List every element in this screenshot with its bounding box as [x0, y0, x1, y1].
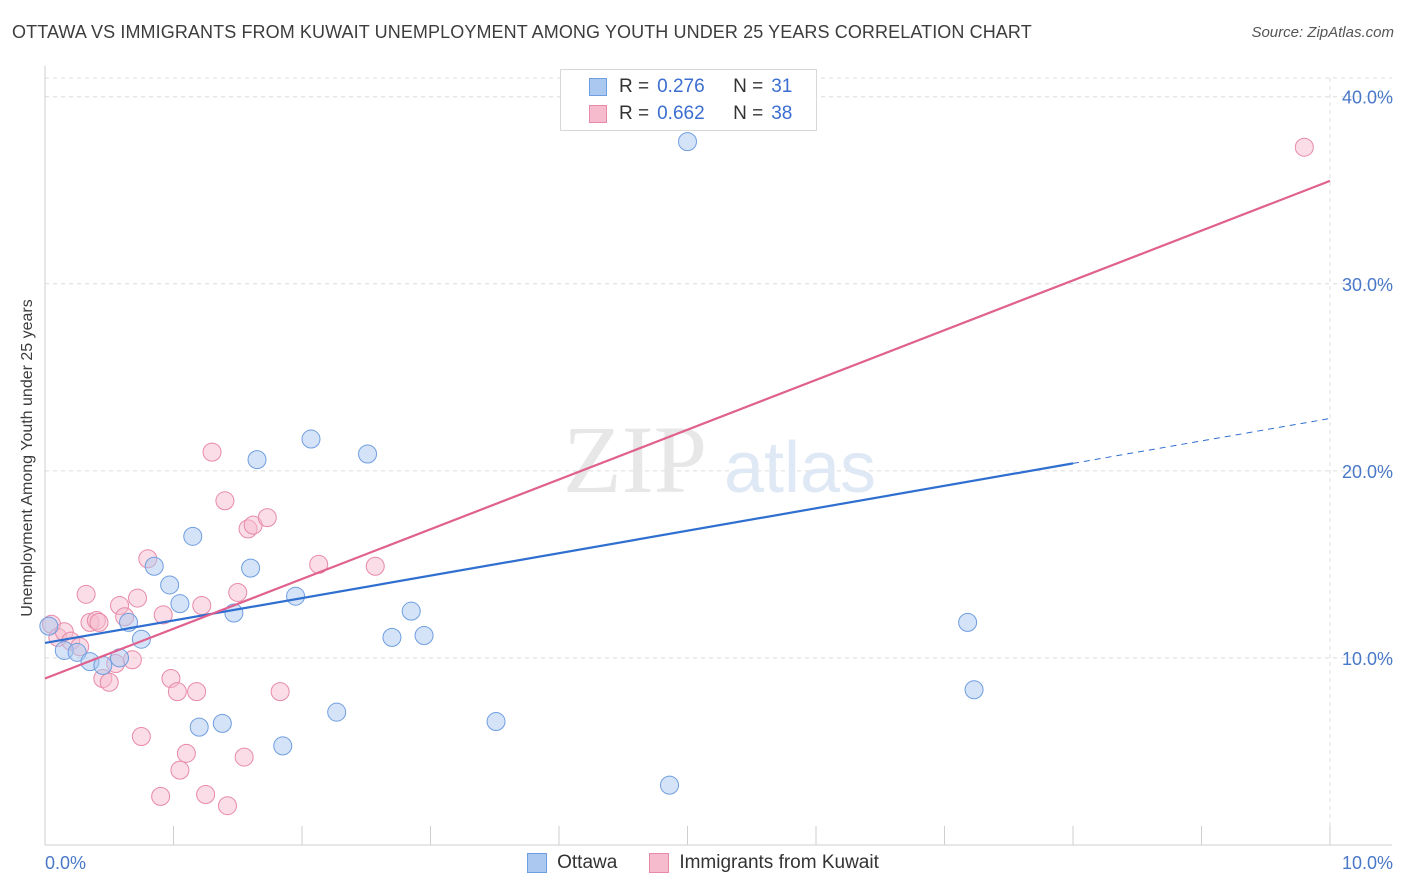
trend-lines [44, 179, 1331, 680]
chart-title: OTTAWA VS IMMIGRANTS FROM KUWAIT UNEMPLO… [12, 22, 1032, 42]
x-tick-label: 0.0% [45, 853, 86, 873]
kuwait-point [131, 726, 151, 746]
ottawa-point [144, 556, 164, 576]
bottom-legend-kuwait[interactable]: Immigrants from Kuwait [649, 852, 879, 874]
kuwait-point [202, 442, 222, 462]
y-tick-label: 30.0% [1342, 275, 1393, 295]
ottawa-point [170, 594, 190, 614]
ottawa-point [39, 616, 59, 636]
ottawa-point [241, 558, 261, 578]
bottom-legend-swatch-ottawa [527, 853, 548, 873]
kuwait-point [234, 747, 254, 767]
ottawa-point [273, 736, 293, 756]
watermark-zip: ZIP [563, 406, 707, 513]
kuwait-point [99, 672, 119, 692]
ottawa-point [958, 612, 978, 632]
ottawa-point [382, 627, 402, 647]
y-tick-label: 10.0% [1342, 649, 1393, 669]
legend-r-value: 0.276 [657, 76, 705, 97]
kuwait-point [228, 582, 248, 602]
kuwait-point [151, 786, 171, 806]
y-tick-label: 20.0% [1342, 462, 1393, 482]
kuwait-point [215, 491, 235, 511]
kuwait-trend-line [44, 179, 1331, 680]
kuwait-point [365, 556, 385, 576]
source-label: Source: ZipAtlas.com [1251, 24, 1394, 41]
kuwait-point [192, 596, 212, 616]
bottom-legend-swatch-kuwait [649, 853, 670, 873]
kuwait-point [176, 743, 196, 763]
ottawa-point [660, 775, 680, 795]
gridlines [45, 77, 1392, 845]
legend-row-kuwait: R = 0.662 N = 38 [561, 101, 792, 127]
ottawa-point [183, 526, 203, 546]
y-tick-label: 40.0% [1342, 88, 1393, 108]
kuwait-point [257, 508, 277, 528]
ottawa-trend-extension [1072, 417, 1331, 464]
bottom-legend-label-kuwait: Immigrants from Kuwait [679, 852, 879, 873]
ottawa-point [678, 132, 697, 152]
ottawa-point [67, 642, 87, 662]
kuwait-point [89, 612, 109, 632]
series-ottawa-points [39, 96, 984, 795]
legend-swatch-ottawa [589, 78, 607, 96]
ottawa-point [414, 625, 434, 645]
ottawa-point [486, 712, 506, 732]
bottom-legend: Ottawa Immigrants from Kuwait [0, 852, 1406, 874]
legend-r-label: R = [619, 76, 650, 97]
kuwait-point [167, 682, 187, 702]
bottom-legend-label-ottawa: Ottawa [557, 852, 618, 873]
ottawa-trend-line [44, 462, 1074, 645]
legend-r-label: R = [619, 103, 650, 124]
kuwait-point [196, 784, 216, 804]
kuwait-point [1294, 137, 1314, 157]
ottawa-point [358, 444, 378, 464]
watermark-atlas: atlas [724, 428, 876, 508]
ottawa-point [964, 680, 984, 700]
kuwait-point [153, 605, 173, 625]
bottom-legend-ottawa[interactable]: Ottawa [527, 852, 617, 874]
legend-n-label: N = [733, 103, 764, 124]
ottawa-point [286, 586, 306, 606]
ottawa-point [212, 713, 232, 733]
x-tick-label: 10.0% [1342, 853, 1393, 873]
axes [44, 66, 1392, 846]
ottawa-point [189, 717, 209, 737]
kuwait-point [217, 796, 237, 816]
ottawa-point [301, 429, 321, 449]
ottawa-point [160, 575, 180, 595]
legend-swatch-kuwait [589, 105, 607, 123]
legend-row-ottawa: R = 0.276 N = 31 [561, 74, 792, 100]
ottawa-point [247, 450, 267, 470]
legend-r-value: 0.662 [657, 103, 705, 124]
legend-n-label: N = [733, 76, 764, 97]
legend-n-value: 38 [771, 103, 793, 124]
legend-n-value: 31 [771, 76, 793, 97]
kuwait-point [270, 682, 290, 702]
kuwait-point [170, 760, 190, 780]
kuwait-point [128, 588, 148, 608]
tick-labels: 10.0% 20.0% 30.0% 40.0% 0.0% 10.0% [45, 88, 1393, 873]
kuwait-point [76, 584, 96, 604]
kuwait-point [187, 682, 207, 702]
legend: R = 0.276 N = 31 R = 0.662 N = 38 [560, 69, 817, 131]
ottawa-point [327, 702, 347, 722]
ottawa-point [401, 601, 421, 621]
